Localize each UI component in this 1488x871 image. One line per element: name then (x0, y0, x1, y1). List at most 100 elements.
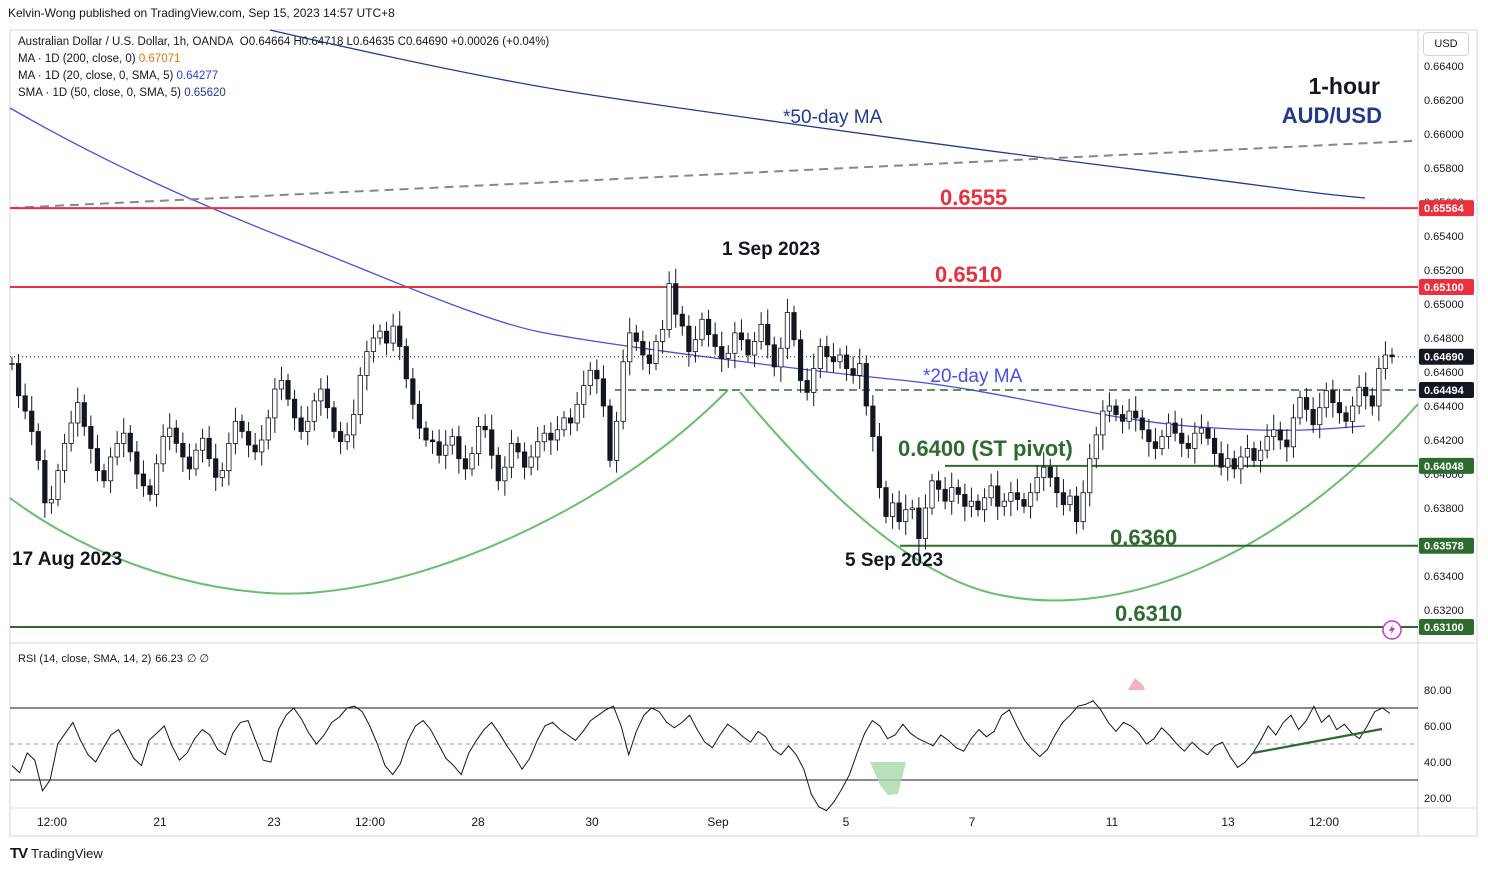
candle-body (1119, 414, 1126, 422)
candle-body (42, 459, 48, 504)
candle-body (153, 463, 160, 495)
candle (423, 421, 429, 447)
candle-body (456, 436, 462, 460)
candle (456, 425, 462, 474)
candle-body (935, 480, 942, 490)
time-tick-label: 30 (585, 815, 599, 829)
legend-sma50-row[interactable]: SMA · 1D (50, close, 0, SMA, 5) 0.65620 (18, 85, 549, 102)
candle-body (1349, 405, 1356, 422)
candle (699, 312, 705, 347)
candle-body (521, 451, 528, 468)
candle (1152, 428, 1159, 460)
candle (1067, 489, 1073, 512)
candle (830, 343, 837, 373)
legend-symbol-row[interactable]: Australian Dollar / U.S. Dollar, 1h, OAN… (18, 34, 549, 51)
price-tick-label: 0.64200 (1424, 435, 1464, 447)
candle (1172, 410, 1178, 442)
price-levels (10, 207, 1418, 628)
date-label-1sep: 1 Sep 2023 (722, 239, 820, 260)
candle-body (232, 420, 239, 444)
candle-body (482, 425, 488, 431)
tradingview-footer[interactable]: TV TradingView (10, 845, 103, 862)
alert-icon[interactable] (1382, 620, 1402, 640)
candle (1027, 483, 1034, 519)
candle-body (883, 487, 889, 517)
price-axis-badge-text: 0.64690 (1424, 352, 1464, 364)
candle-body (640, 340, 646, 356)
candle (1251, 441, 1257, 468)
candle (843, 345, 850, 381)
tradingview-logo-icon: TV (10, 845, 28, 862)
candle-body (975, 500, 981, 511)
candle (686, 315, 692, 367)
price-tick-label: 0.65400 (1424, 231, 1464, 243)
candle (278, 366, 285, 400)
level-label-6555: 0.6555 (940, 185, 1007, 210)
candle-body (147, 485, 153, 495)
price-axis-badge (1419, 537, 1474, 554)
candle (193, 443, 199, 476)
candle-body (1205, 427, 1211, 439)
candle (94, 434, 101, 482)
candle (121, 418, 127, 457)
candle (1185, 435, 1191, 459)
candle-body (186, 456, 193, 470)
time-tick-label: 12:00 (37, 815, 67, 829)
candle (35, 423, 41, 470)
price-axis-badge-text: 0.65564 (1424, 203, 1465, 215)
legend-ma200-row[interactable]: MA · 1D (200, close, 0) 0.67071 (18, 51, 549, 68)
candle-body (1087, 458, 1093, 494)
legend-ma20-row[interactable]: MA · 1D (20, close, 0, SMA, 5) 0.64277 (18, 68, 549, 85)
candle-body (1369, 395, 1375, 407)
candle (673, 268, 679, 328)
legend-symbol: Australian Dollar / U.S. Dollar, 1h, OAN… (18, 36, 234, 48)
candle (1330, 379, 1336, 418)
candle (515, 436, 521, 459)
candle (666, 271, 672, 338)
candle (1231, 450, 1237, 479)
candle (771, 336, 777, 377)
candle-body (659, 329, 666, 342)
candle-body (127, 432, 133, 453)
candle (265, 409, 271, 450)
currency-button[interactable]: USD (1423, 32, 1469, 56)
candle (705, 309, 712, 347)
candle (1014, 479, 1021, 511)
candle-body (1054, 476, 1060, 494)
price-tick-label: 0.66000 (1424, 129, 1464, 141)
candle-body (686, 325, 692, 353)
candle-body (916, 507, 922, 540)
candle-body (1277, 429, 1283, 441)
candle-body (265, 417, 271, 441)
candle-body (1126, 410, 1132, 422)
candle (581, 370, 587, 418)
candle (1336, 389, 1343, 424)
candle-body (1008, 492, 1014, 502)
candle (804, 368, 810, 401)
candle-body (495, 454, 501, 482)
candle (147, 479, 153, 502)
candle (1047, 459, 1053, 487)
candle-body (416, 403, 423, 429)
candle (489, 414, 495, 469)
candle (351, 399, 357, 449)
chart-frame (9, 29, 1478, 837)
candle-body (1139, 417, 1145, 431)
candle (758, 312, 764, 350)
candle (1238, 446, 1244, 484)
cup-curves (9, 389, 1419, 602)
candle (1343, 406, 1349, 429)
candle-body (1382, 354, 1389, 370)
candle (42, 449, 48, 518)
candle-body (692, 339, 699, 353)
candle (1225, 443, 1231, 481)
date-label-5sep: 5 Sep 2023 (845, 550, 943, 571)
candle (1349, 396, 1356, 434)
candle-body (423, 427, 429, 441)
candle-body (745, 339, 751, 356)
candle (817, 338, 823, 379)
candle-body (15, 363, 22, 397)
time-tick-label: 11 (1106, 815, 1119, 829)
candle (55, 463, 61, 507)
